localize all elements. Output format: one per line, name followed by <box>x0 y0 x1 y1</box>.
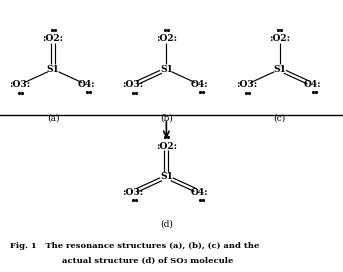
Text: :O2:: :O2: <box>43 34 64 44</box>
Text: :O2:: :O2: <box>156 142 177 151</box>
Text: :O3:: :O3: <box>122 80 144 89</box>
Text: S1: S1 <box>273 65 286 74</box>
Text: S1: S1 <box>160 65 173 74</box>
Text: :O2:: :O2: <box>269 34 290 44</box>
Text: (b): (b) <box>160 114 173 123</box>
Text: O4:: O4: <box>304 80 322 89</box>
Text: :O2:: :O2: <box>156 34 177 44</box>
Text: O4:: O4: <box>191 187 209 197</box>
Text: :O3:: :O3: <box>236 80 257 89</box>
Text: Fig. 1   The resonance structures (a), (b), (c) and the: Fig. 1 The resonance structures (a), (b)… <box>10 242 260 250</box>
Text: :O3:: :O3: <box>9 80 31 89</box>
Text: O4:: O4: <box>191 80 209 89</box>
Text: :O3:: :O3: <box>122 187 144 197</box>
Text: (a): (a) <box>47 114 59 123</box>
Text: (c): (c) <box>273 114 286 123</box>
Text: S1: S1 <box>160 172 173 181</box>
Text: (d): (d) <box>160 220 173 229</box>
Text: S1: S1 <box>47 65 60 74</box>
Text: O4:: O4: <box>78 80 95 89</box>
Text: actual structure (d) of SO₃ molecule: actual structure (d) of SO₃ molecule <box>62 257 233 265</box>
